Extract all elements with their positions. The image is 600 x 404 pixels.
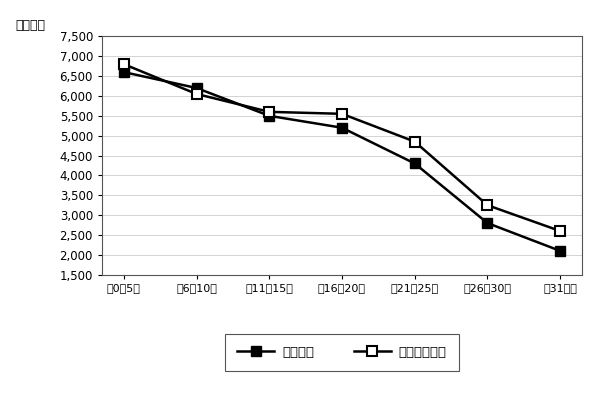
Text: （万円）: （万円） (16, 19, 46, 32)
成約物件 (411, 161, 418, 166)
新規登録物件 (266, 109, 273, 114)
新規登録物件 (411, 139, 418, 144)
成約物件 (557, 248, 564, 253)
新規登録物件 (120, 62, 127, 67)
成約物件 (193, 86, 200, 90)
新規登録物件 (338, 112, 346, 116)
Line: 成約物件: 成約物件 (119, 67, 565, 256)
成約物件 (266, 114, 273, 118)
成約物件 (120, 70, 127, 75)
新規登録物件 (484, 203, 491, 208)
新規登録物件 (193, 92, 200, 97)
成約物件 (484, 221, 491, 225)
Line: 新規登録物件: 新規登録物件 (119, 59, 565, 236)
成約物件 (338, 125, 346, 130)
Legend: 成約物件, 新規登録物件: 成約物件, 新規登録物件 (226, 334, 458, 371)
新規登録物件 (557, 229, 564, 234)
